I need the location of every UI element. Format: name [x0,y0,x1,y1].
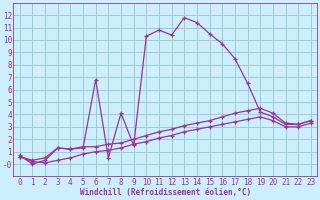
X-axis label: Windchill (Refroidissement éolien,°C): Windchill (Refroidissement éolien,°C) [80,188,251,197]
